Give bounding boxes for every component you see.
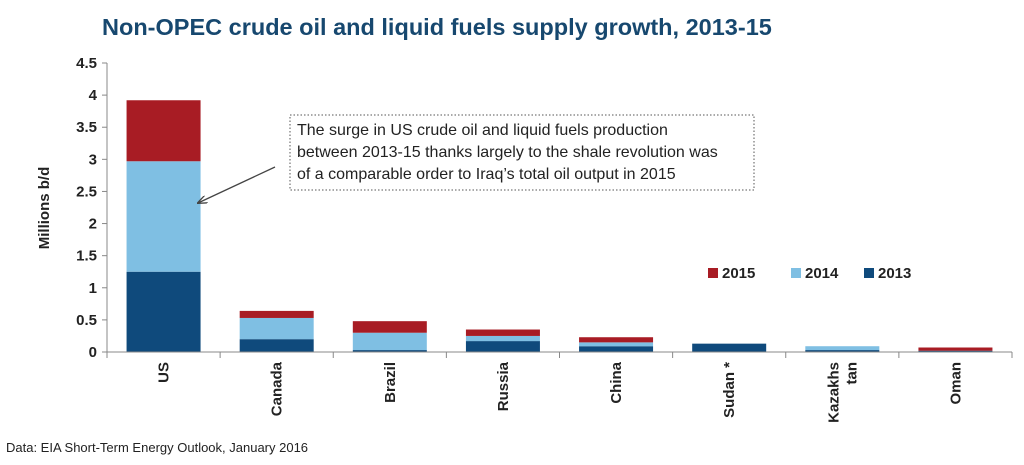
bar-segment	[918, 350, 993, 352]
bars	[126, 100, 993, 352]
y-tick-label: 1.5	[76, 248, 97, 265]
annotation-line-3: of a comparable order to Iraq’s total oi…	[297, 166, 676, 183]
x-category-label: Canada	[269, 361, 286, 416]
x-category-label: Russia	[495, 361, 512, 411]
bar-segment	[579, 342, 654, 347]
x-category-label: Sudan *	[721, 362, 738, 418]
annotation-arrow	[198, 166, 276, 203]
bar-segment	[126, 100, 201, 162]
legend-swatch	[864, 268, 874, 278]
annotation: The surge in US crude oil and liquid fue…	[198, 114, 755, 203]
legend-label: 2013	[878, 265, 911, 282]
x-category-label: Brazil	[382, 362, 399, 403]
y-tick-label: 4	[89, 87, 98, 104]
bar-segment	[239, 339, 314, 352]
bar-segment	[352, 332, 427, 351]
bar-segment	[352, 321, 427, 333]
y-tick-label: 1	[89, 280, 97, 297]
bar-segment	[239, 317, 314, 340]
bar-segment	[918, 347, 993, 351]
x-axis: US Canada Brazil Russia China Sudan * Kazakhs t…	[106, 351, 1013, 423]
bar-segment	[239, 310, 314, 318]
bar-segment	[465, 329, 540, 336]
bar-segment	[126, 161, 201, 272]
y-tick-label: 2	[89, 216, 97, 233]
bar-segment	[465, 335, 540, 342]
y-axis: 0 0.5 1 1.5 2 2.5 3 3.5 4 4.5	[76, 55, 108, 361]
y-tick-label: 3.5	[76, 119, 97, 136]
bar-segment	[805, 346, 880, 351]
x-category-label: tan	[843, 362, 860, 385]
x-category-label: US	[156, 362, 173, 383]
bar-segment	[805, 350, 880, 352]
bar-segment	[126, 271, 201, 352]
legend: 2015 2014 2013	[708, 265, 911, 282]
y-tick-label: 4.5	[76, 55, 97, 72]
y-tick-label: 0.5	[76, 312, 97, 329]
y-axis-title: Millions b/d	[36, 167, 53, 250]
bar-segment	[352, 350, 427, 352]
annotation-line-2: between 2013-15 thanks largely to the sh…	[297, 144, 718, 161]
legend-label: 2015	[722, 265, 755, 282]
bar-segment	[465, 341, 540, 352]
x-category-label: Oman	[947, 362, 964, 405]
y-tick-label: 0	[89, 344, 97, 361]
x-category-label: Kazakhs	[825, 362, 842, 423]
bar-segment	[579, 346, 654, 352]
x-category-label: China	[608, 361, 625, 403]
bar-segment	[579, 337, 654, 343]
legend-label: 2014	[805, 265, 839, 282]
legend-swatch	[791, 268, 801, 278]
source-note: Data: EIA Short-Term Energy Outlook, Jan…	[6, 440, 309, 455]
chart-title: Non-OPEC crude oil and liquid fuels supp…	[102, 14, 772, 40]
annotation-line-1: The surge in US crude oil and liquid fue…	[297, 122, 668, 139]
bar-segment	[692, 343, 767, 352]
legend-swatch	[708, 268, 718, 278]
y-tick-label: 2.5	[76, 183, 97, 200]
y-tick-label: 3	[89, 151, 97, 168]
annotation-box	[289, 114, 755, 191]
